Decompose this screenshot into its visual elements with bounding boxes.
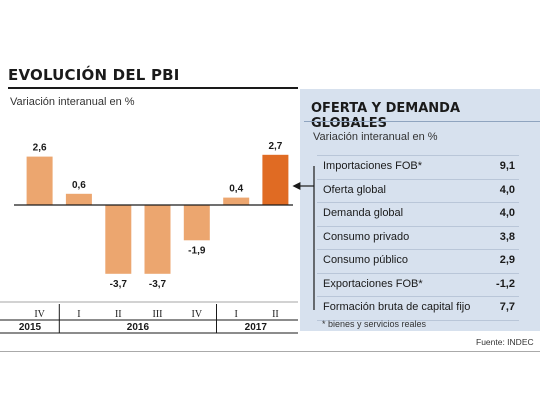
data-label: -3,7 [149, 279, 167, 290]
quarter-label: I [235, 309, 238, 320]
data-label: 2,7 [268, 141, 282, 152]
source-note: Fuente: INDEC [476, 337, 534, 347]
table-row: Oferta global 4,0 [317, 180, 519, 203]
year-label: 2016 [127, 322, 150, 333]
data-label: -3,7 [110, 279, 128, 290]
table-row: Consumo privado 3,8 [317, 227, 519, 250]
chart-subtitle: Variación interanual en % [10, 96, 135, 108]
row-value: 9,1 [499, 160, 515, 172]
panel-divider [304, 121, 540, 122]
row-value: 4,0 [499, 183, 515, 196]
bar [183, 205, 210, 241]
data-label: -1,9 [188, 245, 206, 256]
bar [105, 205, 132, 274]
row-value: 4,0 [499, 207, 515, 219]
table-row: Importaciones FOB* 9,1 [317, 155, 519, 180]
table-row: Formación bruta de capital fijo 7,7 [317, 297, 519, 321]
quarter-label: II [115, 309, 122, 320]
table-row: Exportaciones FOB* -1,2 [317, 274, 519, 297]
supply-demand-panel [300, 89, 540, 331]
quarter-label: II [272, 309, 279, 320]
data-label: 0,4 [229, 184, 243, 195]
chart-title: EVOLUCIÓN DEL PBI [8, 66, 180, 84]
row-label: Exportaciones FOB* [323, 277, 423, 290]
data-label: 0,6 [72, 180, 86, 191]
title-divider [8, 87, 298, 89]
bar [262, 154, 289, 205]
panel-title: OFERTA Y DEMANDA GLOBALES [311, 101, 461, 131]
row-value: 7,7 [499, 301, 515, 313]
connector-arrowhead [292, 182, 301, 190]
row-value: -1,2 [496, 277, 515, 290]
quarter-label: III [153, 309, 163, 320]
table-row: Demanda global 4,0 [317, 203, 519, 227]
year-label: 2017 [245, 322, 268, 333]
row-label: Consumo público [323, 254, 408, 266]
row-label: Formación bruta de capital fijo [323, 301, 471, 313]
quarter-label: IV [34, 309, 45, 320]
row-label: Consumo privado [323, 230, 410, 243]
panel-footnote: * bienes y servicios reales [322, 319, 427, 329]
row-value: 2,9 [499, 254, 515, 266]
bar [65, 193, 92, 205]
table-row: Consumo público 2,9 [317, 250, 519, 274]
quarter-label: IV [192, 309, 203, 320]
data-label: 2,6 [33, 143, 47, 154]
quarter-label: I [77, 309, 80, 320]
row-value: 3,8 [499, 230, 515, 243]
row-label: Demanda global [323, 207, 404, 219]
bottom-divider [0, 351, 540, 352]
bar [26, 156, 53, 205]
row-label: Oferta global [323, 183, 386, 196]
bar [144, 205, 171, 274]
bar [223, 197, 250, 205]
panel-subtitle: Variación interanual en % [313, 131, 438, 143]
row-label: Importaciones FOB* [323, 160, 423, 172]
supply-demand-table: Importaciones FOB* 9,1 Oferta global 4,0 Dem… [317, 155, 519, 321]
year-label: 2015 [19, 322, 42, 333]
